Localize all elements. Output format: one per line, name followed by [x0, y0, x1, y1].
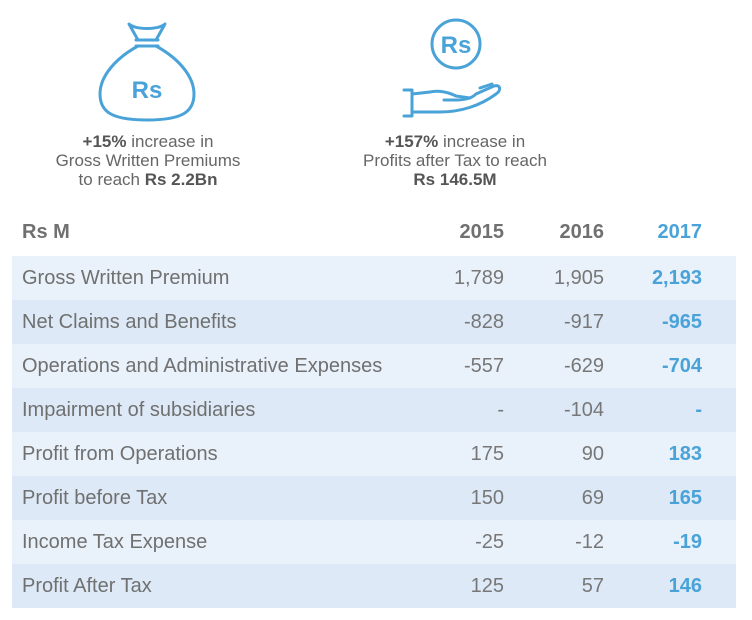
money-bag-icon: Rs — [92, 18, 202, 124]
cell-2015: 1,789 — [424, 256, 504, 300]
cell-2017: 165 — [604, 476, 736, 520]
table-row: Profit from Operations 175 90 183 — [12, 432, 736, 476]
hand-coin-icon: Rs — [400, 12, 512, 124]
cell-2016: -629 — [504, 344, 604, 388]
cell-2015: -828 — [424, 300, 504, 344]
cell-2017: 146 — [604, 564, 736, 608]
cell-2016: -104 — [504, 388, 604, 432]
cell-2016: 1,905 — [504, 256, 604, 300]
year-header-2017: 2017 — [657, 220, 703, 243]
gwp-pct: +15% — [82, 132, 127, 151]
cell-2017: -704 — [604, 344, 736, 388]
cell-2017: 183 — [604, 432, 736, 476]
cell-2015: 150 — [424, 476, 504, 520]
gwp-line2: Gross Written Premiums — [55, 151, 241, 170]
cell-2016: 69 — [504, 476, 604, 520]
cell-2015: 125 — [424, 564, 504, 608]
cell-2016: -917 — [504, 300, 604, 344]
cell-2015: -25 — [424, 520, 504, 564]
row-label: Income Tax Expense — [12, 520, 424, 564]
row-label: Impairment of subsidiaries — [12, 388, 424, 432]
table-row: Gross Written Premium 1,789 1,905 2,193 — [12, 256, 736, 300]
row-label: Operations and Administrative Expenses — [12, 344, 424, 388]
cell-2016: 90 — [504, 432, 604, 476]
bag-symbol: Rs — [132, 77, 163, 104]
gwp-line3-pre: to reach — [78, 170, 145, 189]
cell-2017: -19 — [604, 520, 736, 564]
row-label: Profit from Operations — [12, 432, 424, 476]
cell-2017: - — [604, 388, 736, 432]
row-label: Gross Written Premium — [12, 256, 424, 300]
table-row: Profit before Tax 150 69 165 — [12, 476, 736, 520]
row-label: Profit before Tax — [12, 476, 424, 520]
cell-2015: -557 — [424, 344, 504, 388]
table-header-row: Rs M 2015 2016 2017 — [12, 212, 736, 252]
cell-2016: -12 — [504, 520, 604, 564]
pat-line3-value: Rs 146.5M — [413, 170, 497, 189]
cell-2015: 175 — [424, 432, 504, 476]
table-row: Profit After Tax 125 57 146 — [12, 564, 736, 608]
pat-line2: Profits after Tax to reach — [363, 151, 547, 170]
gwp-highlight: +15% increase in Gross Written Premiums … — [18, 132, 278, 189]
year-header-2016: 2016 — [559, 220, 605, 243]
coin-symbol: Rs — [441, 32, 472, 59]
table-body: Gross Written Premium 1,789 1,905 2,193 … — [12, 256, 736, 608]
cell-2016: 57 — [504, 564, 604, 608]
table-row: Impairment of subsidiaries - -104 - — [12, 388, 736, 432]
financial-table: Rs M 2015 2016 2017 Gross Written Premiu… — [12, 212, 736, 608]
gwp-line1: increase in — [126, 132, 214, 151]
unit-header: Rs M — [22, 220, 70, 243]
year-header-2015: 2015 — [459, 220, 505, 243]
pat-pct: +157% — [384, 132, 439, 151]
cell-2017: 2,193 — [604, 256, 736, 300]
row-label: Profit After Tax — [12, 564, 424, 608]
cell-2017: -965 — [604, 300, 736, 344]
table-row: Income Tax Expense -25 -12 -19 — [12, 520, 736, 564]
pat-highlight: +157% increase in Profits after Tax to r… — [330, 132, 580, 189]
cell-2015: - — [424, 388, 504, 432]
row-label: Net Claims and Benefits — [12, 300, 424, 344]
table-row: Operations and Administrative Expenses -… — [12, 344, 736, 388]
pat-line1: increase in — [438, 132, 526, 151]
gwp-line3-value: Rs 2.2Bn — [144, 170, 218, 189]
table-row: Net Claims and Benefits -828 -917 -965 — [12, 300, 736, 344]
